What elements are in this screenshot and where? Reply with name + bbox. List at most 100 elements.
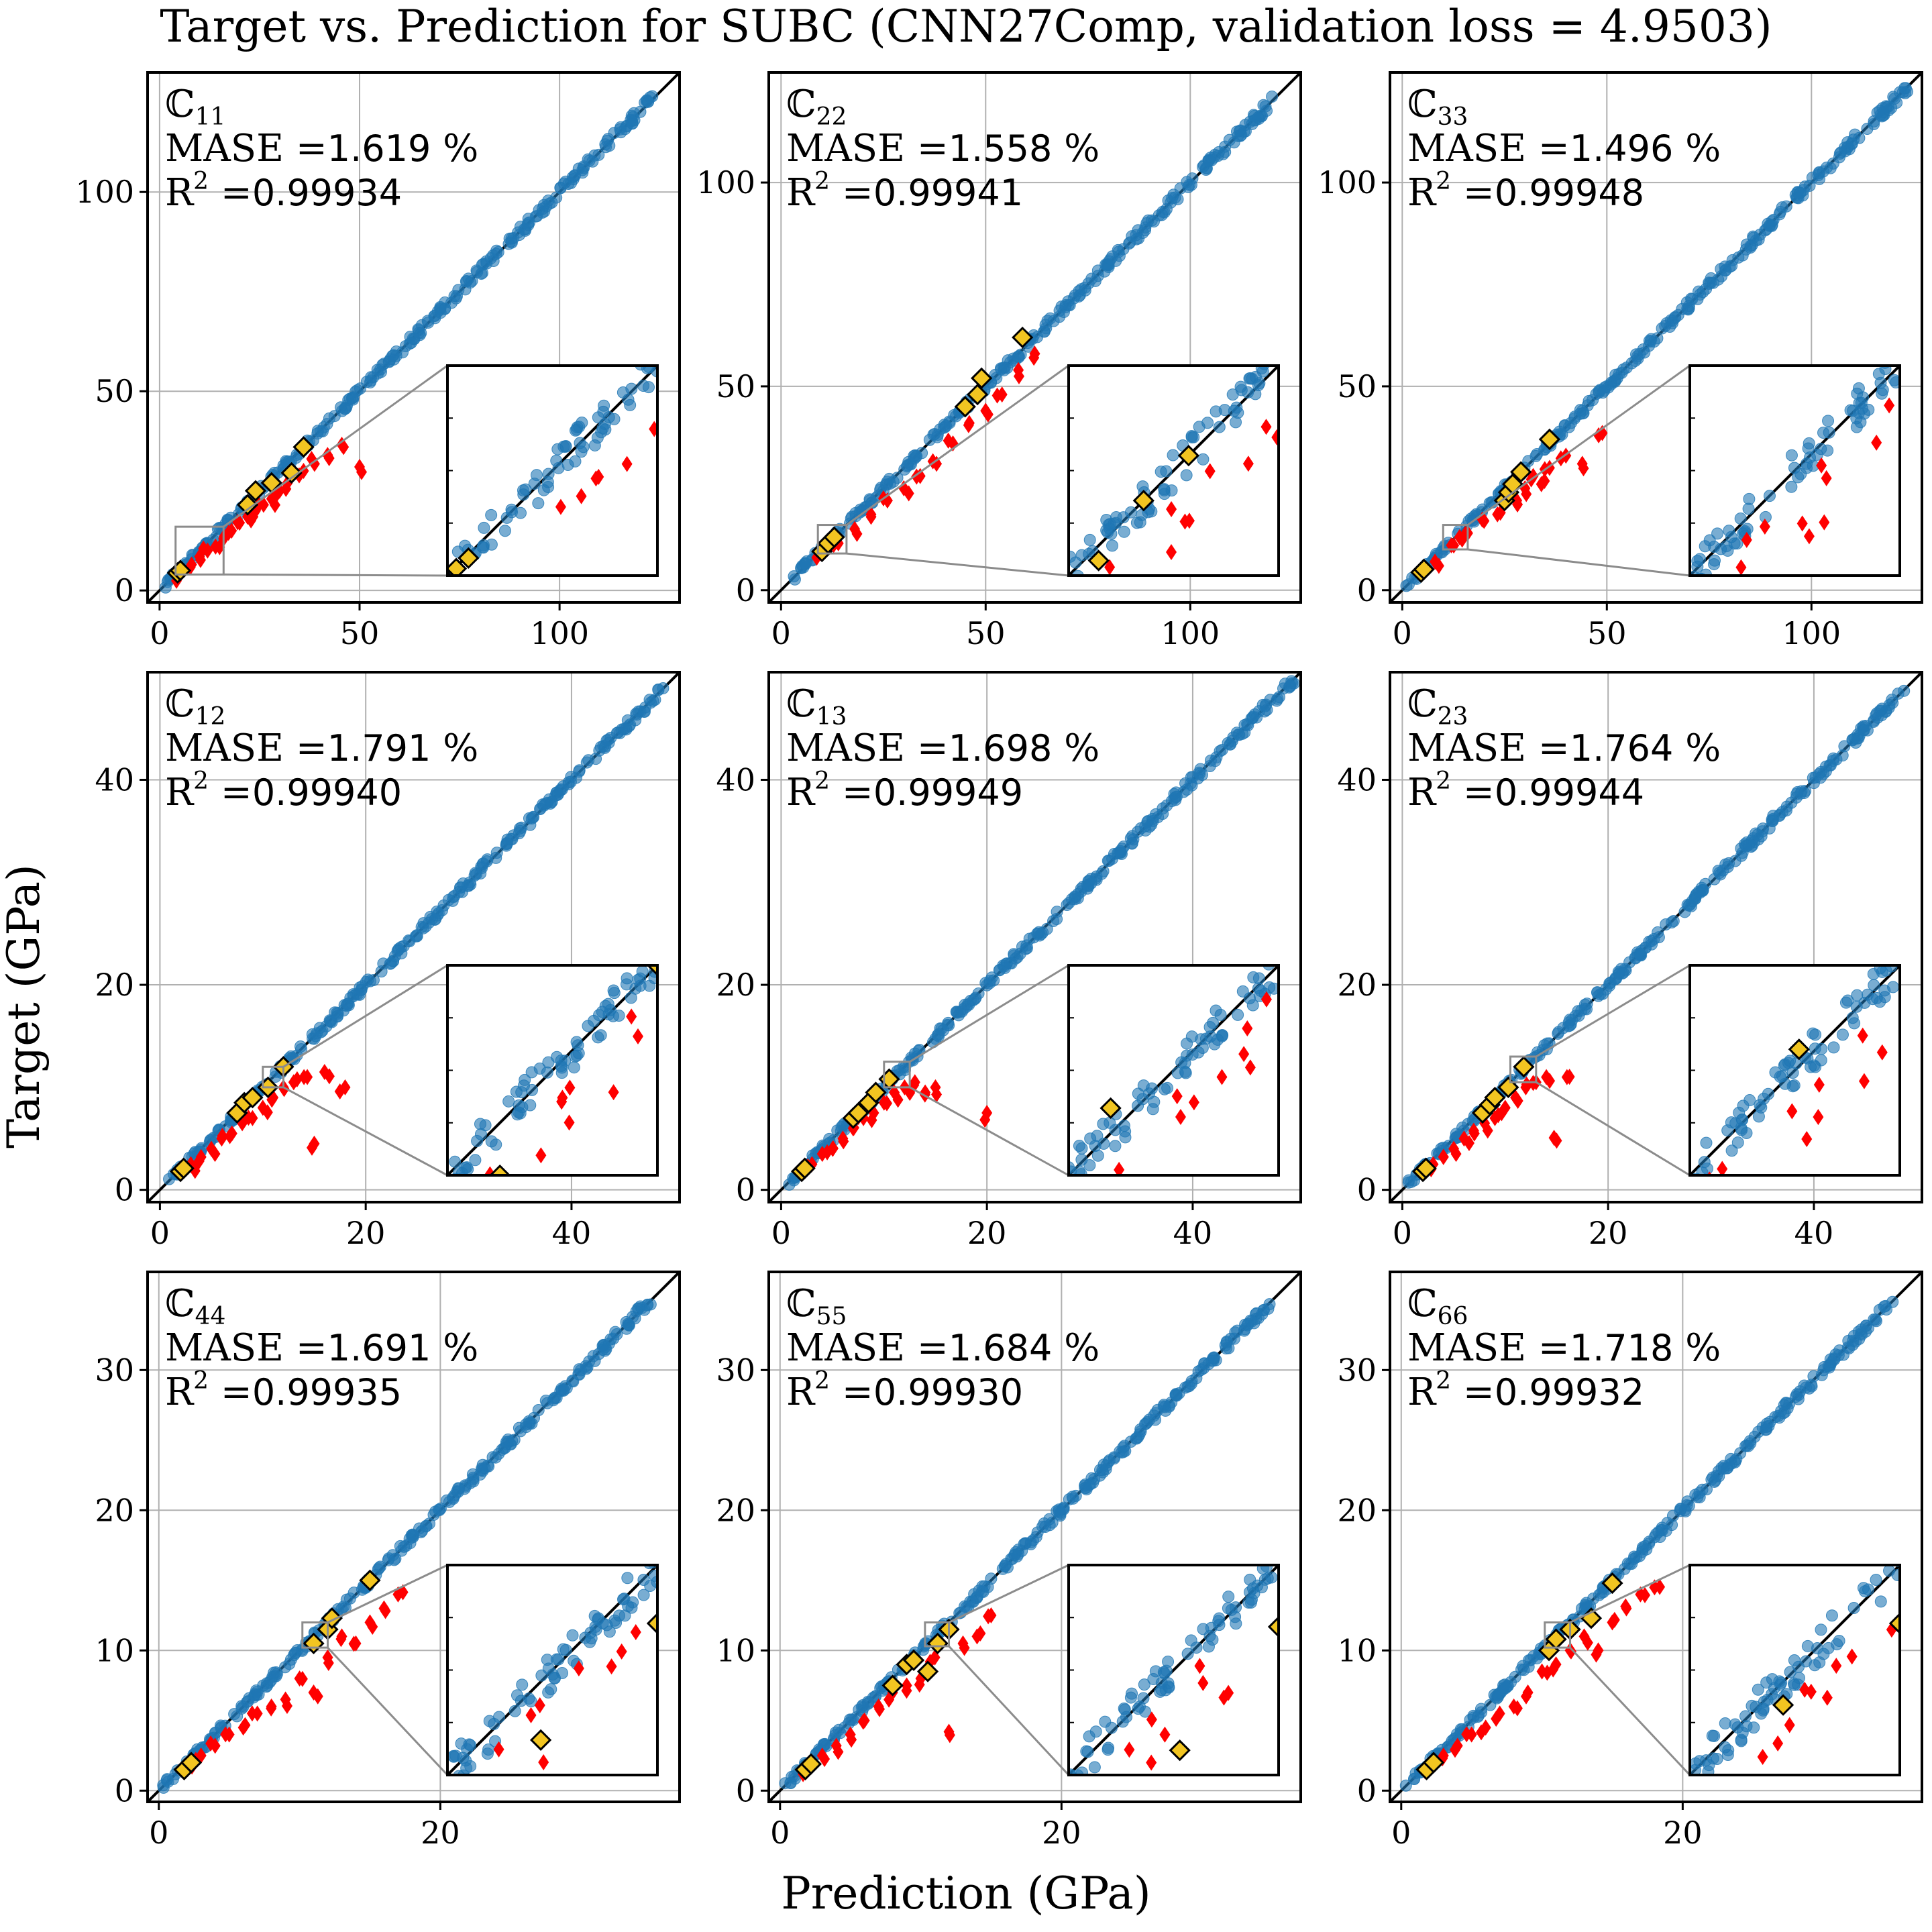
mase-value: 1.558 xyxy=(949,127,1053,170)
mase-value: 1.691 xyxy=(327,1327,431,1369)
red-diamond xyxy=(857,1713,869,1730)
blue-point xyxy=(927,429,940,441)
inset-blue-point xyxy=(1218,404,1231,417)
red-diamond xyxy=(1450,1146,1462,1163)
r2-label: R xyxy=(165,771,195,814)
inset-blue-point xyxy=(442,576,453,588)
r2-value: 0.99944 xyxy=(1495,771,1644,814)
red-diamond xyxy=(1521,1076,1532,1093)
inset-red-diamond xyxy=(1857,1027,1868,1044)
yellow-diamond xyxy=(244,480,267,502)
blue-point xyxy=(1705,1473,1718,1486)
blue-point xyxy=(452,1482,465,1495)
zoom-connector xyxy=(327,1564,448,1623)
y-tick-label: 100 xyxy=(1318,164,1377,201)
r2-annotation: R2 =0.99944 xyxy=(1407,767,1644,814)
blue-point xyxy=(1790,1388,1803,1401)
inset-blue-point xyxy=(1160,465,1173,478)
r2-equals: = xyxy=(209,1371,252,1414)
inset-red-diamond xyxy=(1821,470,1832,486)
red-diamond xyxy=(1463,1135,1474,1152)
zoom-region xyxy=(262,1065,284,1089)
zoom-connector xyxy=(846,364,1069,526)
x-tick-label: 0 xyxy=(1393,615,1412,651)
inset-blue-point xyxy=(1270,353,1281,364)
zoom-connector xyxy=(223,364,448,528)
inset-blue-point xyxy=(1752,1110,1765,1123)
inset-blue-point xyxy=(1743,492,1756,505)
blue-point xyxy=(1157,802,1169,815)
component-label: ℂ23 xyxy=(1407,682,1468,731)
mase-label: MASE = xyxy=(1407,127,1570,170)
r2-value: 0.99948 xyxy=(1495,172,1644,214)
inset-red-diamond xyxy=(1784,1717,1795,1733)
inset-red-diamond xyxy=(497,591,508,607)
inset-blue-point xyxy=(1879,366,1892,376)
inset-blue-point xyxy=(1870,1574,1882,1587)
inset-blue-point xyxy=(542,1056,555,1069)
blue-point xyxy=(403,1532,416,1545)
red-diamond xyxy=(323,1654,334,1671)
component-label: ℂ12 xyxy=(165,682,225,731)
zoom-connector xyxy=(1467,364,1690,526)
inset-red-diamond xyxy=(1803,528,1815,545)
inset-blue-point xyxy=(1130,517,1143,529)
blue-point xyxy=(1057,1503,1069,1515)
inset-red-diamond xyxy=(573,1660,584,1677)
blue-point xyxy=(598,1344,611,1357)
red-diamond xyxy=(1564,1069,1575,1085)
blue-point xyxy=(1766,814,1778,827)
inset-blue-point xyxy=(1886,981,1899,994)
inset-blue-point xyxy=(1106,539,1118,552)
inset-blue-point xyxy=(482,1743,495,1756)
red-diamond xyxy=(1620,1598,1631,1615)
inset-blue-point xyxy=(1696,1166,1709,1175)
inset-blue-point xyxy=(1752,1683,1764,1696)
blue-point xyxy=(1408,1773,1421,1786)
blue-point xyxy=(1873,705,1886,718)
r2-superscript: 2 xyxy=(814,1367,830,1395)
inset-blue-point xyxy=(1790,1057,1803,1070)
inset-blue-point xyxy=(1118,525,1130,538)
inset-blue-point xyxy=(1762,1087,1774,1100)
inset-blue-point xyxy=(1158,1083,1171,1095)
x-tick-label: 0 xyxy=(770,1815,790,1851)
inset-blue-point xyxy=(596,1006,608,1018)
r2-label: R xyxy=(786,171,816,215)
inset-blue-point xyxy=(1071,578,1083,589)
blue-point xyxy=(1664,320,1676,333)
blue-point xyxy=(518,223,531,235)
inset-yellow-diamond xyxy=(1099,1097,1122,1119)
inset-blue-point xyxy=(1267,1549,1279,1560)
inset-red-diamond xyxy=(564,1114,575,1131)
r2-value: 0.99930 xyxy=(873,1371,1023,1413)
blue-point xyxy=(641,94,653,107)
blue-point xyxy=(1853,1332,1866,1345)
inset-plot-area xyxy=(1690,965,1900,1175)
inset-blue-point xyxy=(1108,517,1120,530)
y-tick-label: 30 xyxy=(1337,1352,1377,1388)
blue-point xyxy=(1171,193,1184,205)
red-diamond xyxy=(1640,1587,1651,1603)
blue-point xyxy=(1878,1300,1890,1313)
y-tick-label: 100 xyxy=(696,164,755,201)
blue-point xyxy=(1020,939,1033,952)
yellow-diamond xyxy=(971,367,993,389)
x-tick-label: 20 xyxy=(346,1215,386,1251)
inset-plot-area xyxy=(1690,1565,1900,1775)
blue-point xyxy=(231,1710,244,1723)
mase-unit: % xyxy=(431,727,478,770)
blue-point xyxy=(581,1361,594,1374)
inset-blue-point xyxy=(1242,1596,1255,1609)
inset-blue-point xyxy=(569,424,582,437)
inset-blue-point xyxy=(1146,1082,1159,1095)
inset-blue-point xyxy=(537,484,550,496)
red-diamond xyxy=(982,406,994,423)
inset-blue-point xyxy=(1185,1030,1198,1043)
blue-point xyxy=(1157,1400,1170,1413)
component-label: ℂ33 xyxy=(1407,83,1468,131)
blue-point xyxy=(271,1667,284,1680)
component-symbol: ℂ xyxy=(165,83,195,126)
r2-superscript: 2 xyxy=(1436,168,1451,195)
